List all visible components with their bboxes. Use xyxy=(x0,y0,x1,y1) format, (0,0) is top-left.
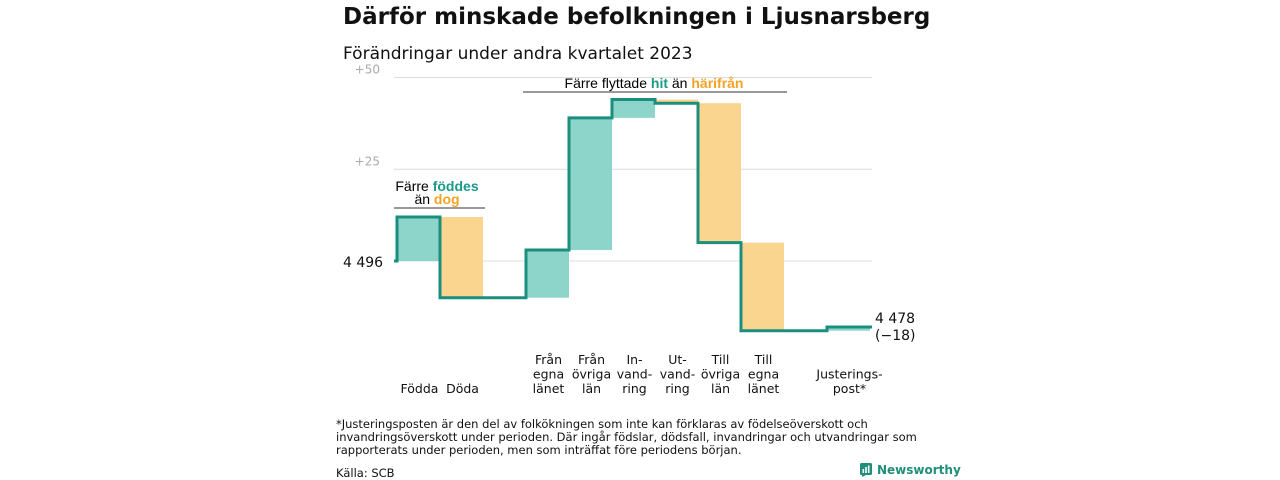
bar-7 xyxy=(741,242,784,331)
chart-title: Därför minskade befolkningen i Ljusnarsb… xyxy=(343,4,931,30)
category-label-0: Födda xyxy=(401,381,439,396)
category-label-4: In-vand-ring xyxy=(617,352,652,396)
bar-8 xyxy=(827,327,870,331)
annotation-births-line2: än dog xyxy=(414,191,459,207)
bar-4 xyxy=(612,99,655,118)
bar-5 xyxy=(655,99,698,104)
category-label-2: Från egna länet xyxy=(533,352,565,396)
category-label-8: Justerings-post* xyxy=(815,367,882,397)
annotation-births-line1: Färre föddes xyxy=(395,178,478,194)
category-label-6: Till övriga län xyxy=(701,352,740,396)
brand: Newsworthy xyxy=(860,463,961,477)
y-tick-label: +25 xyxy=(355,154,380,168)
source-credit: Källa: SCB xyxy=(336,466,395,480)
footnote: *Justeringsposten är den del av folkökni… xyxy=(336,417,917,457)
end-value-label: 4 478 xyxy=(875,311,915,327)
y-tick-label: +50 xyxy=(355,63,380,77)
category-label-3: Från övriga län xyxy=(572,352,611,396)
category-label-5: Ut-vand-ring xyxy=(660,352,695,396)
bar-1 xyxy=(440,216,483,298)
bar-2 xyxy=(526,249,569,298)
chart-subtitle: Förändringar under andra kvartalet 2023 xyxy=(343,44,693,64)
end-change-label: (−18) xyxy=(875,328,915,344)
newsworthy-logo-icon xyxy=(860,463,872,477)
category-label-1: Döda xyxy=(446,381,479,396)
annotation-migration: Färre flyttade hit än härifrån xyxy=(565,75,744,91)
bar-6 xyxy=(698,103,741,243)
start-value-label: 4 496 xyxy=(343,255,383,271)
category-label-7: Till egna länet xyxy=(748,352,780,396)
brand-name: Newsworthy xyxy=(877,463,961,477)
cumulative-step-line xyxy=(394,98,872,333)
bar-3 xyxy=(569,117,612,250)
bar-0 xyxy=(397,216,440,261)
